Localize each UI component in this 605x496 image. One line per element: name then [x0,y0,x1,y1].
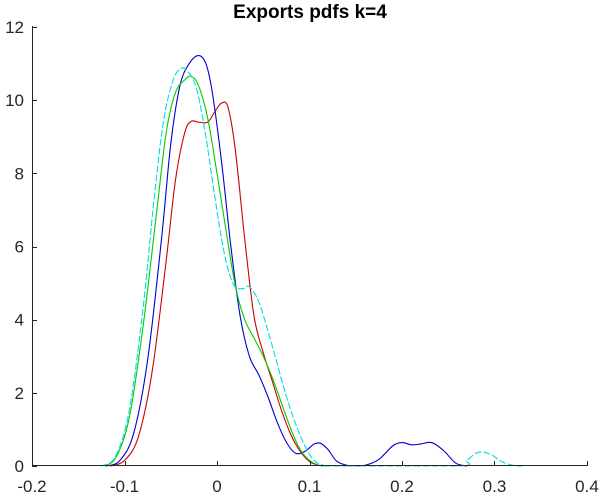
series-line-3 [100,75,324,467]
x-tick-label: 0.1 [298,477,322,496]
y-tick-label: 2 [15,384,24,403]
y-tick-label: 10 [5,91,24,110]
y-tick-label: 8 [15,164,24,183]
x-axis-ticks: -0.2 -0.1 0 0.1 0.2 0.3 0.4 [17,461,599,496]
plot-series [100,54,523,467]
y-axis-ticks: 0 2 4 6 8 10 12 [5,18,37,476]
y-tick-label: 0 [15,457,24,476]
series-line-1 [110,101,329,467]
y-tick-label: 4 [15,311,24,330]
y-tick-label: 6 [15,238,24,257]
x-tick-label: 0.2 [390,477,414,496]
x-tick-label: 0.4 [575,477,599,496]
x-tick-label: -0.2 [17,477,46,496]
series-line-2 [105,54,468,467]
x-tick-label: 0 [212,477,221,496]
chart-title: Exports pdfs k=4 [233,2,387,23]
y-tick-label: 12 [5,18,24,37]
x-tick-label: -0.1 [110,477,139,496]
x-tick-label: 0.3 [483,477,507,496]
series-line-4 [100,67,523,467]
